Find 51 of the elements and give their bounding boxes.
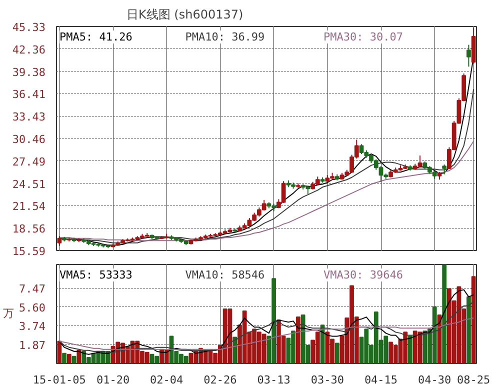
bar xyxy=(66,354,72,364)
y-tick-label: 45.33 xyxy=(12,21,46,34)
y-tick-label: 5.60 xyxy=(19,301,46,314)
y-tick-label: 30.46 xyxy=(12,133,46,146)
annotation: PMA30: 30.07 xyxy=(323,30,403,44)
bar xyxy=(442,264,447,364)
bar xyxy=(334,342,340,364)
bar xyxy=(62,352,66,364)
candlestick xyxy=(442,164,447,175)
bar xyxy=(471,276,476,364)
bar xyxy=(296,316,300,364)
x-tick-label: 08-25 xyxy=(457,374,490,386)
y-tick-label: 7.47 xyxy=(19,282,46,296)
x-tick-label: 03-13 xyxy=(257,374,290,386)
x-tick-label: 04-15 xyxy=(364,374,398,386)
y-tick-label: 39.38 xyxy=(12,66,46,79)
bar xyxy=(72,356,76,364)
bar xyxy=(57,340,62,364)
candlestick xyxy=(466,44,471,68)
bar xyxy=(408,336,412,364)
annotation: PMA5: 41.26 xyxy=(60,30,132,44)
y-tick-label: 36.41 xyxy=(12,88,46,102)
candlestick xyxy=(57,236,62,246)
x-tick-label: 04-30 xyxy=(418,374,452,386)
annotation: PMA10: 36.99 xyxy=(185,30,265,44)
x-tick-label: 02-26 xyxy=(204,374,237,386)
x-tick-label: 01-20 xyxy=(96,374,130,386)
y-tick-label: 1.87 xyxy=(19,339,46,352)
annotation: VMA30: 39646 xyxy=(323,268,403,282)
y-tick-label: 21.54 xyxy=(12,200,46,214)
line-series xyxy=(58,88,474,244)
x-tick-label: 15-01-05 xyxy=(32,374,86,386)
x-tick-label: 03-30 xyxy=(310,374,344,386)
y-tick-label: 24.51 xyxy=(12,178,46,191)
y-axis-title: 万 xyxy=(3,308,14,320)
bar xyxy=(76,350,82,364)
y-tick-label: 3.74 xyxy=(19,320,46,334)
bar xyxy=(232,336,238,364)
y-tick-label: 18.56 xyxy=(12,222,46,236)
line-series xyxy=(58,318,474,350)
chart-title: 日K线图 (sh600137) xyxy=(126,8,244,22)
y-tick-label: 15.59 xyxy=(12,245,46,258)
line-series xyxy=(58,289,474,355)
y-tick-label: 42.36 xyxy=(12,43,46,56)
y-tick-label: 33.43 xyxy=(12,110,46,124)
bar xyxy=(466,296,471,364)
annotation: VMA10: 58546 xyxy=(185,268,265,282)
line-series xyxy=(58,300,474,353)
x-tick-label: 02-04 xyxy=(150,374,184,386)
y-tick-label: 27.49 xyxy=(12,155,46,168)
annotation: VMA5: 53333 xyxy=(60,268,132,282)
